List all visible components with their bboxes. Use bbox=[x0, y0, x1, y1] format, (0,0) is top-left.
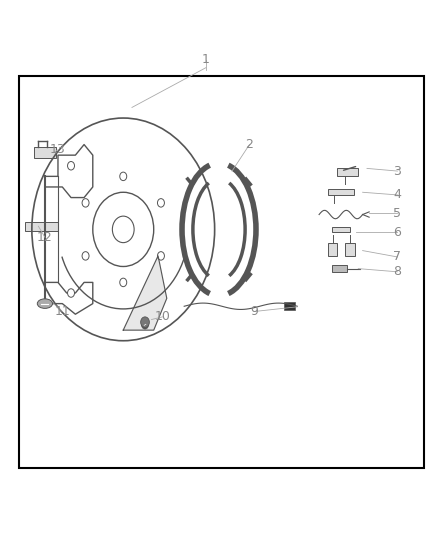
FancyBboxPatch shape bbox=[34, 147, 56, 158]
Text: 10: 10 bbox=[155, 310, 170, 324]
FancyBboxPatch shape bbox=[25, 222, 58, 231]
Text: 3: 3 bbox=[393, 165, 401, 177]
Text: 9: 9 bbox=[250, 305, 258, 318]
Text: 2: 2 bbox=[246, 138, 254, 151]
Text: 5: 5 bbox=[393, 207, 402, 220]
Text: 1: 1 bbox=[202, 53, 210, 66]
Text: 4: 4 bbox=[393, 189, 401, 201]
Text: 8: 8 bbox=[393, 265, 402, 278]
Circle shape bbox=[67, 289, 74, 297]
Text: 7: 7 bbox=[393, 251, 402, 263]
Circle shape bbox=[141, 317, 149, 327]
FancyBboxPatch shape bbox=[332, 227, 350, 232]
Text: 12: 12 bbox=[37, 231, 53, 244]
FancyBboxPatch shape bbox=[345, 243, 355, 256]
Text: 13: 13 bbox=[50, 143, 66, 156]
Circle shape bbox=[141, 320, 148, 329]
Polygon shape bbox=[123, 256, 167, 330]
FancyBboxPatch shape bbox=[336, 168, 358, 176]
FancyBboxPatch shape bbox=[332, 265, 347, 272]
Ellipse shape bbox=[37, 299, 53, 309]
Circle shape bbox=[67, 161, 74, 170]
FancyBboxPatch shape bbox=[328, 189, 354, 195]
FancyBboxPatch shape bbox=[328, 243, 337, 256]
Text: 6: 6 bbox=[393, 225, 401, 239]
FancyBboxPatch shape bbox=[284, 302, 295, 310]
Text: 11: 11 bbox=[54, 305, 70, 318]
